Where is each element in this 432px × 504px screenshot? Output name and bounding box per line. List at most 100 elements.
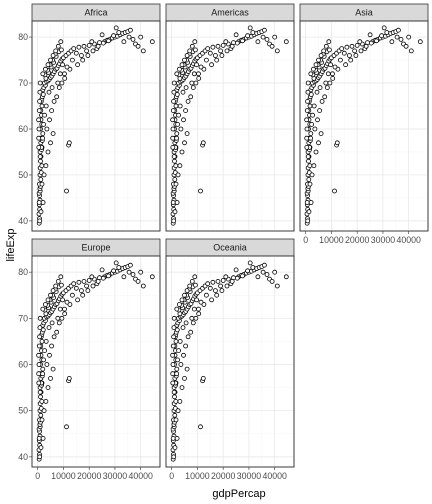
data-point — [192, 274, 198, 280]
data-point — [398, 37, 404, 42]
data-point — [193, 80, 199, 86]
data-point — [45, 297, 51, 303]
data-point — [304, 144, 310, 150]
data-point — [41, 408, 47, 414]
data-point — [113, 25, 119, 31]
data-point — [36, 126, 42, 132]
data-point — [332, 64, 338, 70]
data-point — [85, 53, 91, 58]
data-point — [205, 46, 211, 51]
data-point — [138, 34, 144, 40]
data-point — [140, 283, 146, 289]
data-point — [53, 283, 59, 289]
data-point — [264, 37, 270, 42]
data-point — [178, 362, 184, 367]
data-point — [47, 117, 52, 123]
data-point — [170, 144, 176, 150]
data-point — [50, 288, 56, 294]
data-point — [313, 62, 319, 68]
data-point — [174, 306, 180, 312]
data-point — [339, 46, 345, 51]
facet-strip-label: Africa — [84, 8, 107, 18]
data-point — [56, 320, 62, 326]
data-point — [45, 385, 51, 391]
y-tick-label: 60 — [18, 124, 28, 134]
data-point — [173, 338, 179, 344]
data-point — [308, 200, 314, 205]
data-point — [191, 71, 197, 77]
data-point — [192, 282, 198, 288]
data-point — [64, 64, 70, 70]
data-point — [55, 315, 61, 321]
data-point — [349, 43, 355, 49]
data-point — [36, 117, 41, 123]
data-point — [48, 375, 53, 381]
data-point — [191, 306, 197, 312]
data-point — [205, 281, 211, 287]
data-point — [174, 92, 180, 97]
data-point — [309, 122, 315, 127]
data-point — [170, 380, 176, 386]
data-point — [37, 80, 43, 86]
data-point — [36, 362, 42, 367]
data-point — [207, 285, 213, 291]
data-point — [283, 274, 289, 280]
data-point — [182, 57, 187, 63]
data-point — [326, 47, 332, 53]
data-point — [140, 48, 146, 54]
data-point — [54, 329, 60, 335]
data-point — [274, 283, 280, 289]
data-point — [190, 85, 196, 90]
data-point — [172, 412, 178, 418]
data-point — [194, 297, 200, 303]
data-point — [75, 297, 80, 303]
data-point — [250, 265, 256, 270]
data-point — [56, 85, 62, 90]
data-point — [50, 366, 56, 372]
data-point — [36, 108, 42, 113]
data-point — [250, 30, 256, 35]
data-point — [80, 292, 86, 298]
data-point — [70, 57, 75, 63]
data-point — [36, 135, 42, 141]
data-point — [36, 371, 42, 377]
data-point — [176, 66, 182, 72]
panel-border — [165, 20, 295, 232]
data-point — [89, 274, 95, 280]
x-tick-label: 0 — [303, 235, 308, 245]
data-point — [203, 57, 209, 63]
data-point — [189, 80, 195, 86]
data-point — [389, 39, 395, 45]
data-point — [170, 126, 176, 132]
data-point — [219, 288, 225, 294]
y-tick-label: 80 — [18, 32, 28, 42]
data-point — [324, 85, 330, 90]
data-point — [53, 48, 59, 54]
data-point — [36, 343, 42, 349]
data-point — [170, 108, 176, 113]
data-point — [185, 334, 191, 340]
data-point — [381, 25, 387, 31]
data-point — [322, 94, 328, 100]
data-point — [255, 274, 261, 280]
data-point — [368, 40, 374, 46]
y-tick-label: 50 — [18, 406, 28, 416]
data-point — [233, 32, 239, 38]
data-point — [43, 66, 48, 72]
data-point — [196, 71, 201, 77]
data-point — [337, 57, 343, 63]
data-point — [170, 200, 176, 205]
data-point — [37, 334, 42, 340]
data-point — [306, 177, 312, 182]
data-point — [247, 25, 253, 31]
data-point — [218, 283, 224, 289]
panel-border — [31, 20, 161, 232]
data-point — [49, 85, 55, 90]
data-point — [316, 57, 321, 63]
data-point — [39, 181, 45, 187]
data-point — [64, 424, 69, 430]
data-point — [304, 126, 310, 132]
data-point — [174, 371, 180, 377]
data-point — [183, 343, 189, 349]
data-point — [170, 117, 176, 123]
